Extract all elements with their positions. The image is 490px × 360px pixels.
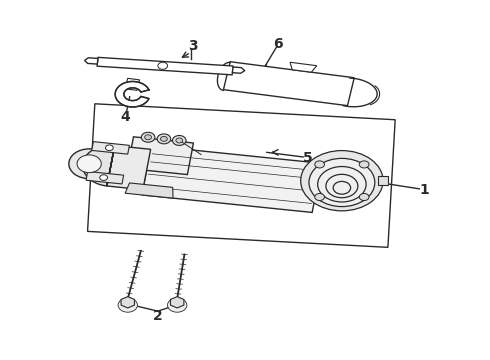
Circle shape [309, 158, 375, 207]
Text: 6: 6 [273, 36, 283, 50]
Polygon shape [223, 62, 354, 105]
Polygon shape [232, 67, 245, 73]
Polygon shape [115, 81, 149, 107]
Polygon shape [142, 146, 321, 212]
Circle shape [301, 150, 383, 211]
Circle shape [145, 135, 151, 140]
Polygon shape [88, 104, 395, 247]
Circle shape [168, 298, 187, 312]
Circle shape [176, 138, 183, 143]
Circle shape [172, 135, 186, 145]
Polygon shape [290, 62, 317, 72]
Circle shape [359, 193, 369, 201]
Text: 2: 2 [153, 310, 163, 324]
Circle shape [77, 155, 101, 173]
Polygon shape [127, 137, 194, 175]
Circle shape [69, 149, 110, 179]
Circle shape [359, 161, 369, 168]
Polygon shape [85, 58, 98, 64]
Polygon shape [125, 78, 140, 90]
Text: 4: 4 [121, 110, 130, 124]
Circle shape [315, 161, 324, 168]
Circle shape [333, 181, 351, 194]
Text: 5: 5 [303, 151, 313, 165]
Circle shape [315, 193, 324, 201]
Polygon shape [378, 176, 388, 185]
Circle shape [141, 132, 155, 142]
Text: 1: 1 [419, 183, 429, 197]
Text: 3: 3 [188, 39, 197, 53]
Circle shape [105, 145, 113, 150]
Polygon shape [86, 171, 123, 184]
Circle shape [157, 134, 171, 144]
Circle shape [161, 136, 167, 141]
Polygon shape [83, 145, 115, 186]
Circle shape [118, 298, 138, 312]
Polygon shape [97, 57, 233, 75]
Circle shape [158, 62, 168, 69]
Polygon shape [171, 297, 184, 308]
Polygon shape [107, 146, 150, 190]
Circle shape [100, 175, 107, 180]
Polygon shape [125, 183, 173, 198]
Polygon shape [92, 141, 129, 154]
Circle shape [318, 167, 366, 202]
Circle shape [326, 174, 358, 198]
Polygon shape [121, 297, 134, 308]
